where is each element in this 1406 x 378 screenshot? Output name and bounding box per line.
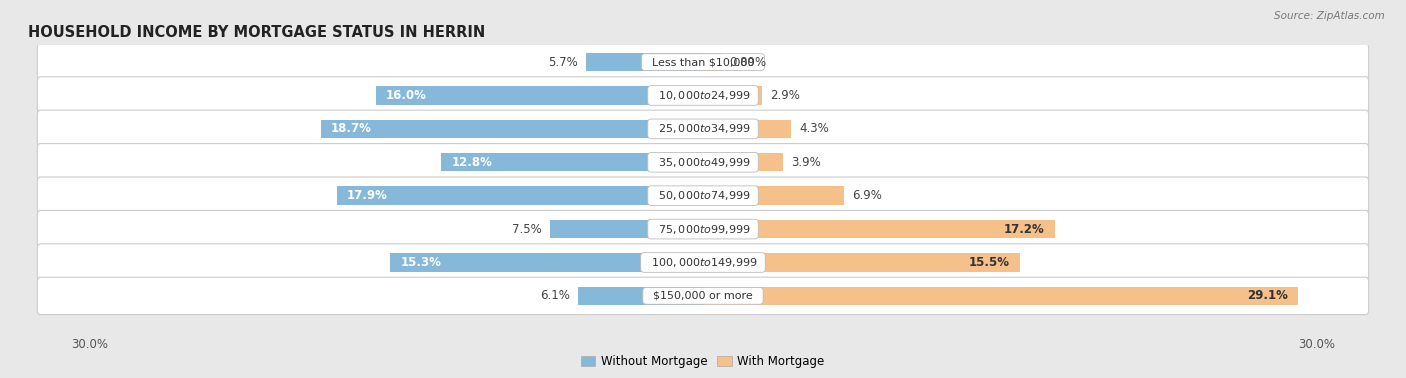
Text: $10,000 to $24,999: $10,000 to $24,999 xyxy=(651,89,755,102)
Legend: Without Mortgage, With Mortgage: Without Mortgage, With Mortgage xyxy=(576,350,830,373)
Text: HOUSEHOLD INCOME BY MORTGAGE STATUS IN HERRIN: HOUSEHOLD INCOME BY MORTGAGE STATUS IN H… xyxy=(28,25,485,40)
Bar xyxy=(389,253,703,272)
Bar xyxy=(703,186,844,205)
FancyBboxPatch shape xyxy=(38,144,1368,181)
Text: 6.1%: 6.1% xyxy=(540,290,569,302)
Bar xyxy=(703,287,1298,305)
Text: 0.89%: 0.89% xyxy=(730,56,766,68)
Text: $100,000 to $149,999: $100,000 to $149,999 xyxy=(644,256,762,269)
Text: 15.5%: 15.5% xyxy=(969,256,1010,269)
FancyBboxPatch shape xyxy=(38,77,1368,114)
Text: 18.7%: 18.7% xyxy=(330,122,371,135)
Text: 15.3%: 15.3% xyxy=(401,256,441,269)
Bar xyxy=(321,120,703,138)
FancyBboxPatch shape xyxy=(38,244,1368,281)
Text: 17.2%: 17.2% xyxy=(1004,223,1045,235)
Text: 2.9%: 2.9% xyxy=(770,89,800,102)
Bar xyxy=(703,153,783,172)
Bar xyxy=(703,220,1054,238)
Bar xyxy=(703,253,1019,272)
Bar xyxy=(441,153,703,172)
Text: $35,000 to $49,999: $35,000 to $49,999 xyxy=(651,156,755,169)
FancyBboxPatch shape xyxy=(38,211,1368,248)
Text: Source: ZipAtlas.com: Source: ZipAtlas.com xyxy=(1274,11,1385,21)
Bar xyxy=(550,220,703,238)
Text: $50,000 to $74,999: $50,000 to $74,999 xyxy=(651,189,755,202)
Text: 16.0%: 16.0% xyxy=(387,89,427,102)
Text: $75,000 to $99,999: $75,000 to $99,999 xyxy=(651,223,755,235)
Bar xyxy=(703,86,762,105)
Text: 3.9%: 3.9% xyxy=(792,156,821,169)
Text: 29.1%: 29.1% xyxy=(1247,290,1288,302)
Bar xyxy=(703,53,721,71)
Text: 7.5%: 7.5% xyxy=(512,223,541,235)
Bar xyxy=(375,86,703,105)
FancyBboxPatch shape xyxy=(38,277,1368,314)
Bar xyxy=(703,120,792,138)
FancyBboxPatch shape xyxy=(38,110,1368,147)
Text: $25,000 to $34,999: $25,000 to $34,999 xyxy=(651,122,755,135)
Text: Less than $10,000: Less than $10,000 xyxy=(645,57,761,67)
FancyBboxPatch shape xyxy=(38,177,1368,214)
Text: 17.9%: 17.9% xyxy=(347,189,388,202)
FancyBboxPatch shape xyxy=(38,43,1368,81)
Text: 4.3%: 4.3% xyxy=(799,122,830,135)
Text: $150,000 or more: $150,000 or more xyxy=(647,291,759,301)
Bar xyxy=(586,53,703,71)
Text: 6.9%: 6.9% xyxy=(852,189,882,202)
Bar xyxy=(337,186,703,205)
Text: 5.7%: 5.7% xyxy=(548,56,578,68)
Text: 12.8%: 12.8% xyxy=(451,156,492,169)
Bar xyxy=(578,287,703,305)
